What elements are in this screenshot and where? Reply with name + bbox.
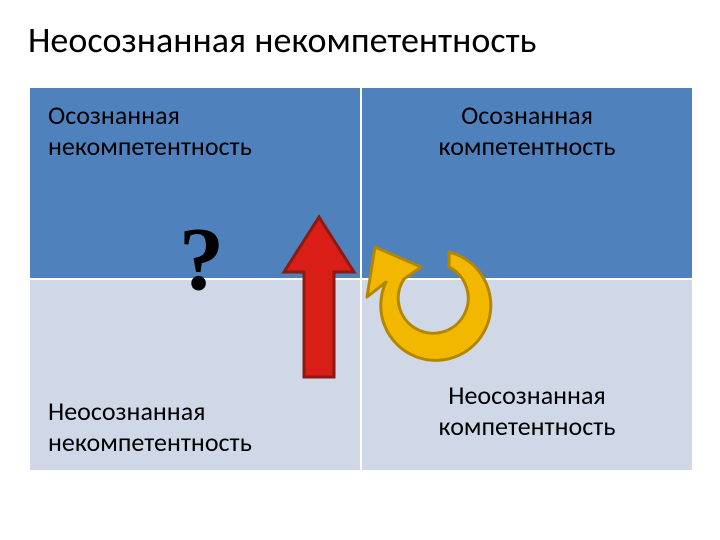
quadrant-label-line1: Неосознанная [448,380,606,411]
quadrant-grid: Осознанная некомпетентность Осознанная к… [28,86,692,470]
quadrant-label-line2: некомпетентность [48,427,252,458]
slide: Неосознанная некомпетентность Осознанная… [0,0,720,540]
quadrant-label-line2: компетентность [439,131,616,162]
quadrant-label-line1: Осознанная [48,100,180,131]
quadrant-label-line2: некомпетентность [48,131,252,162]
quadrant-label-line2: компетентность [439,411,616,442]
slide-title: Неосознанная некомпетентность [28,18,692,62]
arrow-up-path [284,217,354,377]
quadrant-label-line1: Неосознанная [48,396,206,427]
question-mark-icon: ? [179,215,224,305]
yellow-curve-arrow-icon [349,217,549,377]
quadrant-label-line1: Осознанная [461,100,593,131]
curve-arrow-path [367,247,491,360]
red-up-arrow-icon [279,212,359,382]
